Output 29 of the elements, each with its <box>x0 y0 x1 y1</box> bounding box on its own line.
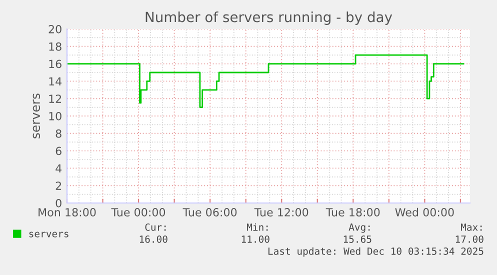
y-tick-label: 2 <box>56 182 62 190</box>
x-tick-label: Mon 18:00 <box>38 208 96 216</box>
x-tick-label: Wed 00:00 <box>395 208 454 216</box>
text: Last update: Wed Dec 10 03:15:34 2025 <box>268 247 484 257</box>
text: Avg: <box>348 224 370 233</box>
text: 17.00 <box>456 235 484 243</box>
y-tick-label: 8 <box>56 129 62 138</box>
legend-label: servers <box>29 232 68 238</box>
text: Min: <box>246 223 268 231</box>
y-tick-label: 4 <box>56 164 62 172</box>
text: 16.00 <box>140 235 168 243</box>
x-tick-label: Tue 00:00 <box>111 208 166 216</box>
text: 11.00 <box>242 235 270 243</box>
x-tick-label: Tue 18:00 <box>326 208 380 216</box>
y-tick-label: 0 <box>56 198 62 208</box>
chart-title: Number of servers running - by day <box>146 12 392 25</box>
text: 15.65 <box>344 235 372 243</box>
y-tick-label: 16 <box>49 60 62 68</box>
y-tick-label: 10 <box>49 112 62 120</box>
text: Cur: <box>145 223 166 231</box>
x-tick-label: Tue 12:00 <box>254 208 308 216</box>
text: Max: <box>460 224 482 231</box>
y-tick-label: 20 <box>48 24 62 34</box>
y-tick-label: 6 <box>56 146 62 156</box>
y-axis-title: servers <box>32 94 40 138</box>
y-tick-label: 14 <box>49 77 62 86</box>
x-tick-label: Tue 06:00 <box>182 208 237 216</box>
y-tick-label: 12 <box>49 94 62 103</box>
y-tick-label: 18 <box>49 42 62 51</box>
